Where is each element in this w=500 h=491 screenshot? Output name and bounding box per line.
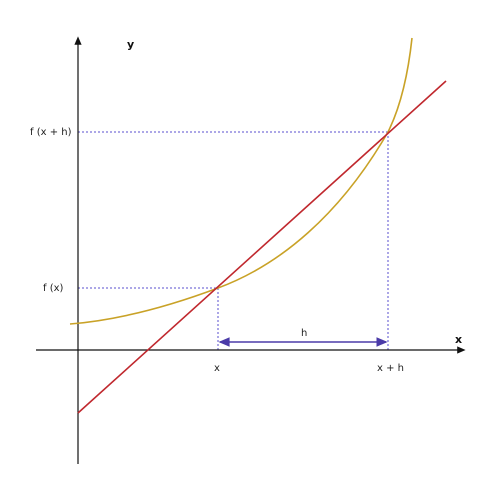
function-curve [69, 37, 413, 325]
guide-lines [78, 131, 389, 350]
fxh-label: f (x + h) [30, 127, 72, 138]
x-axis-label: x [455, 333, 462, 346]
fx-label: f (x) [43, 283, 64, 294]
h-label: h [301, 328, 307, 339]
xh-tick-label: x + h [377, 363, 404, 374]
y-axis-label: y [127, 38, 134, 51]
x-tick-label: x [214, 363, 220, 374]
secant-line [77, 80, 447, 414]
